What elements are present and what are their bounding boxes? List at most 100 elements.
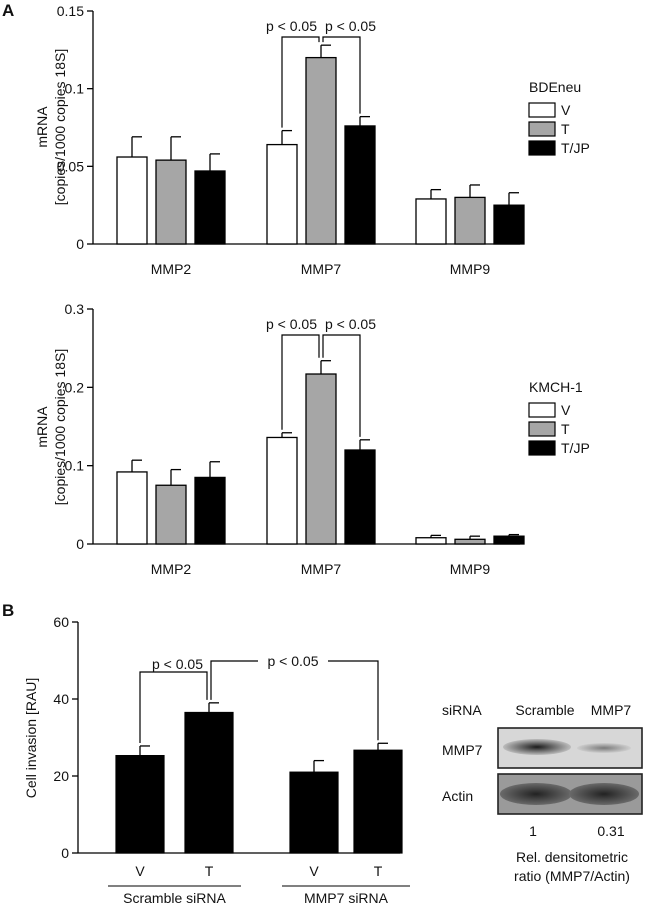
bar [493, 535, 525, 545]
y-tick-label: 0.15 [57, 3, 84, 19]
significance-label: p < 0.05 [152, 656, 203, 672]
category-label: MMP7 [301, 561, 342, 577]
blot-caption-line: ratio (MMP7/Actin) [514, 868, 630, 884]
blot-row-label: MMP7 [442, 742, 483, 758]
y-tick-label: 0 [61, 845, 69, 861]
significance-label: p < 0.05 [266, 316, 317, 332]
y-tick-label: 0.05 [57, 158, 84, 174]
chart-cell-invasion: 0 20 40 60 Cell invasion [RAU] V T Scramble siR… [23, 614, 410, 906]
bar [115, 754, 165, 854]
y-tick-label: 0.1 [65, 458, 85, 474]
y-tick-label: 20 [53, 768, 69, 784]
bar [116, 156, 148, 245]
y-tick-label: 0.2 [65, 379, 85, 395]
significance-bracket [322, 334, 361, 437]
blot-caption-line: Rel. densitometric [516, 849, 628, 865]
legend-swatch [528, 102, 556, 118]
blot-lane-label: MMP7 [591, 702, 632, 718]
y-tick-label: 0 [76, 236, 84, 252]
chart-bdeneu: 0 0.05 0.1 0.15 mRNA [copies/1000 copies 18S]… [34, 3, 590, 277]
legend-swatch [528, 402, 556, 418]
bar [344, 449, 376, 545]
category-label: MMP7 [301, 261, 342, 277]
legend-title: BDEneu [529, 79, 581, 95]
bar [194, 476, 226, 545]
group-label: MMP7 siRNA [304, 890, 389, 906]
legend-swatch [528, 440, 556, 456]
bar-label: T [374, 863, 383, 879]
bar [116, 471, 148, 545]
bar [344, 125, 376, 245]
category-label: MMP9 [450, 261, 491, 277]
significance-bracket [139, 671, 208, 743]
blot-band [500, 783, 572, 805]
bar [289, 771, 339, 854]
panel-label-a: A [2, 1, 14, 20]
y-tick-label: 60 [53, 614, 69, 630]
y-tick-label: 0.1 [65, 81, 85, 97]
significance-label: p < 0.05 [268, 653, 319, 669]
significance-bracket [210, 660, 379, 741]
blot-row-label: Actin [442, 788, 473, 804]
y-axis-label: mRNA [copies/1000 copies 18S] [34, 49, 68, 205]
bar [305, 56, 337, 245]
chart-kmch1: 0 0.1 0.2 0.3 mRNA [copies/1000 copies 18S] MM… [34, 301, 590, 577]
legend-label: T/JP [561, 140, 590, 156]
bar [155, 159, 187, 245]
category-label: MMP9 [450, 561, 491, 577]
y-tick-label: 40 [53, 691, 69, 707]
y-tick-label: 0 [76, 536, 84, 552]
y-tick-label: 0.3 [65, 301, 85, 317]
bar [454, 538, 486, 545]
significance-label: p < 0.05 [266, 18, 317, 34]
bar [415, 198, 447, 245]
blot-header-label: siRNA [442, 702, 482, 718]
y-axis-label-line: mRNA [34, 106, 50, 148]
y-axis-label: mRNA [copies/1000 copies 18S] [34, 349, 68, 505]
label-background [258, 652, 328, 670]
densitometric-ratio: 0.31 [597, 823, 624, 839]
bar [305, 373, 337, 545]
panel-label-b: B [2, 601, 14, 620]
bar [493, 204, 525, 245]
bar [155, 484, 187, 545]
bar [266, 436, 298, 545]
densitometric-ratio: 1 [529, 823, 537, 839]
bar [454, 196, 486, 245]
legend-label: T/JP [561, 440, 590, 456]
bar [266, 143, 298, 245]
legend-label: T [561, 121, 570, 137]
category-label: MMP2 [151, 261, 192, 277]
significance-bracket [281, 36, 320, 128]
y-axis-label-line: [copies/1000 copies 18S] [52, 49, 68, 205]
significance-bracket [322, 36, 361, 114]
y-axis-label: Cell invasion [RAU] [23, 678, 39, 799]
group-label: Scramble siRNA [123, 890, 226, 906]
bar [184, 711, 234, 854]
legend-swatch [528, 421, 556, 437]
western-blot: siRNA Scramble MMP7 MMP7 Actin 1 0.31 Rel. dens… [442, 702, 643, 884]
bar-label: V [135, 863, 145, 879]
y-axis-label-line: Cell invasion [RAU] [23, 678, 39, 799]
blot-band [577, 743, 631, 753]
legend-label: V [561, 102, 571, 118]
y-axis-label-line: [copies/1000 copies 18S] [52, 349, 68, 505]
legend-title: KMCH-1 [529, 379, 583, 395]
y-axis-label-line: mRNA [34, 406, 50, 448]
bar-label: T [205, 863, 214, 879]
bar [415, 537, 447, 545]
bar [353, 749, 403, 854]
significance-label: p < 0.05 [325, 316, 376, 332]
significance-label: p < 0.05 [325, 18, 376, 34]
blot-band [503, 739, 571, 755]
legend-swatch [528, 121, 556, 137]
bar-label: V [309, 863, 319, 879]
blot-band [569, 783, 639, 805]
blot-lane-label: Scramble [515, 702, 574, 718]
legend-swatch [528, 140, 556, 156]
legend-label: V [561, 402, 571, 418]
legend-label: T [561, 421, 570, 437]
bar [194, 170, 226, 245]
significance-bracket [281, 334, 320, 430]
